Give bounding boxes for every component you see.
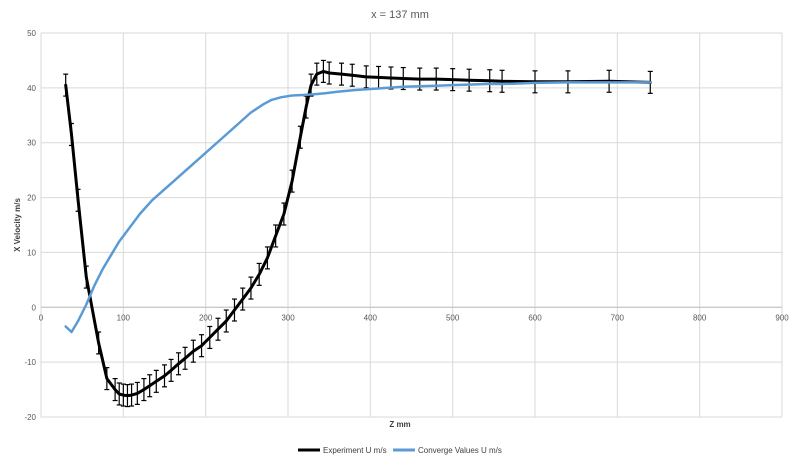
error-bar xyxy=(289,169,295,193)
error-bar xyxy=(134,381,140,405)
y-tick-label: 30 xyxy=(27,139,36,148)
x-axis-title: Z mm xyxy=(389,420,410,429)
error-bar xyxy=(256,262,262,286)
error-bar xyxy=(466,68,472,92)
error-bar xyxy=(168,358,174,382)
error-bar xyxy=(129,383,135,407)
series-layer xyxy=(63,59,653,408)
error-bar xyxy=(162,364,167,388)
y-axis-title: X Velocity m/s xyxy=(13,198,22,252)
x-tick-label: 900 xyxy=(775,313,789,322)
error-bar xyxy=(63,73,69,97)
error-bar xyxy=(450,68,456,92)
error-bar xyxy=(499,69,505,93)
y-tick-label: 40 xyxy=(27,84,36,93)
error-bar xyxy=(199,334,205,358)
x-tick-label: 500 xyxy=(446,313,460,322)
error-bar xyxy=(363,65,369,89)
error-bar xyxy=(207,325,213,350)
legend-label-converge: Converge Values U m/s xyxy=(418,446,502,455)
error-bar xyxy=(231,298,237,322)
x-tick-label: 0 xyxy=(39,313,44,322)
series-line-experiment xyxy=(64,69,652,398)
error-bar xyxy=(487,69,493,93)
x-tick-label: 400 xyxy=(364,313,378,322)
y-tick-label: 10 xyxy=(27,248,36,257)
error-bar xyxy=(104,367,110,391)
error-bar xyxy=(112,378,118,402)
error-bar xyxy=(215,317,221,341)
error-bar xyxy=(264,246,270,270)
error-bar xyxy=(223,309,229,333)
error-bar xyxy=(182,346,188,370)
error-bar xyxy=(83,265,89,289)
error-bar xyxy=(75,188,81,212)
error-bar xyxy=(326,61,332,85)
error-bar xyxy=(153,369,159,393)
y-tick-label: 20 xyxy=(27,194,36,203)
error-bar xyxy=(349,63,355,87)
series-line-converge xyxy=(64,81,652,334)
error-bar xyxy=(141,378,147,402)
error-bar xyxy=(68,122,74,147)
error-bar xyxy=(147,374,153,398)
error-bar xyxy=(297,125,303,149)
y-tick-label: -10 xyxy=(24,358,36,367)
y-tick-label: 0 xyxy=(32,303,37,312)
x-tick-label: 300 xyxy=(281,313,295,322)
chart-title: x = 137 mm xyxy=(371,9,429,21)
error-bar xyxy=(320,59,326,83)
y-tick-label: 50 xyxy=(27,29,36,38)
error-bar xyxy=(314,62,320,86)
error-bar xyxy=(116,382,122,406)
error-bar xyxy=(308,73,314,97)
error-bar xyxy=(281,202,287,226)
error-bar xyxy=(273,224,279,248)
x-tick-label: 600 xyxy=(528,313,542,322)
error-bar xyxy=(175,352,181,376)
x-tick-label: 100 xyxy=(117,313,131,322)
x-tick-label: 700 xyxy=(611,313,625,322)
error-bar xyxy=(240,287,246,311)
error-bar xyxy=(96,331,102,355)
error-bar xyxy=(190,339,196,363)
legend: Experiment U m/s Converge Values U m/s xyxy=(298,446,502,455)
x-tick-label: 200 xyxy=(199,313,213,322)
error-bar xyxy=(339,62,345,86)
legend-label-experiment: Experiment U m/s xyxy=(323,446,387,455)
y-tick-label: -20 xyxy=(24,413,36,422)
error-bar xyxy=(248,276,254,300)
x-tick-label: 800 xyxy=(693,313,707,322)
gridlines xyxy=(40,32,783,418)
